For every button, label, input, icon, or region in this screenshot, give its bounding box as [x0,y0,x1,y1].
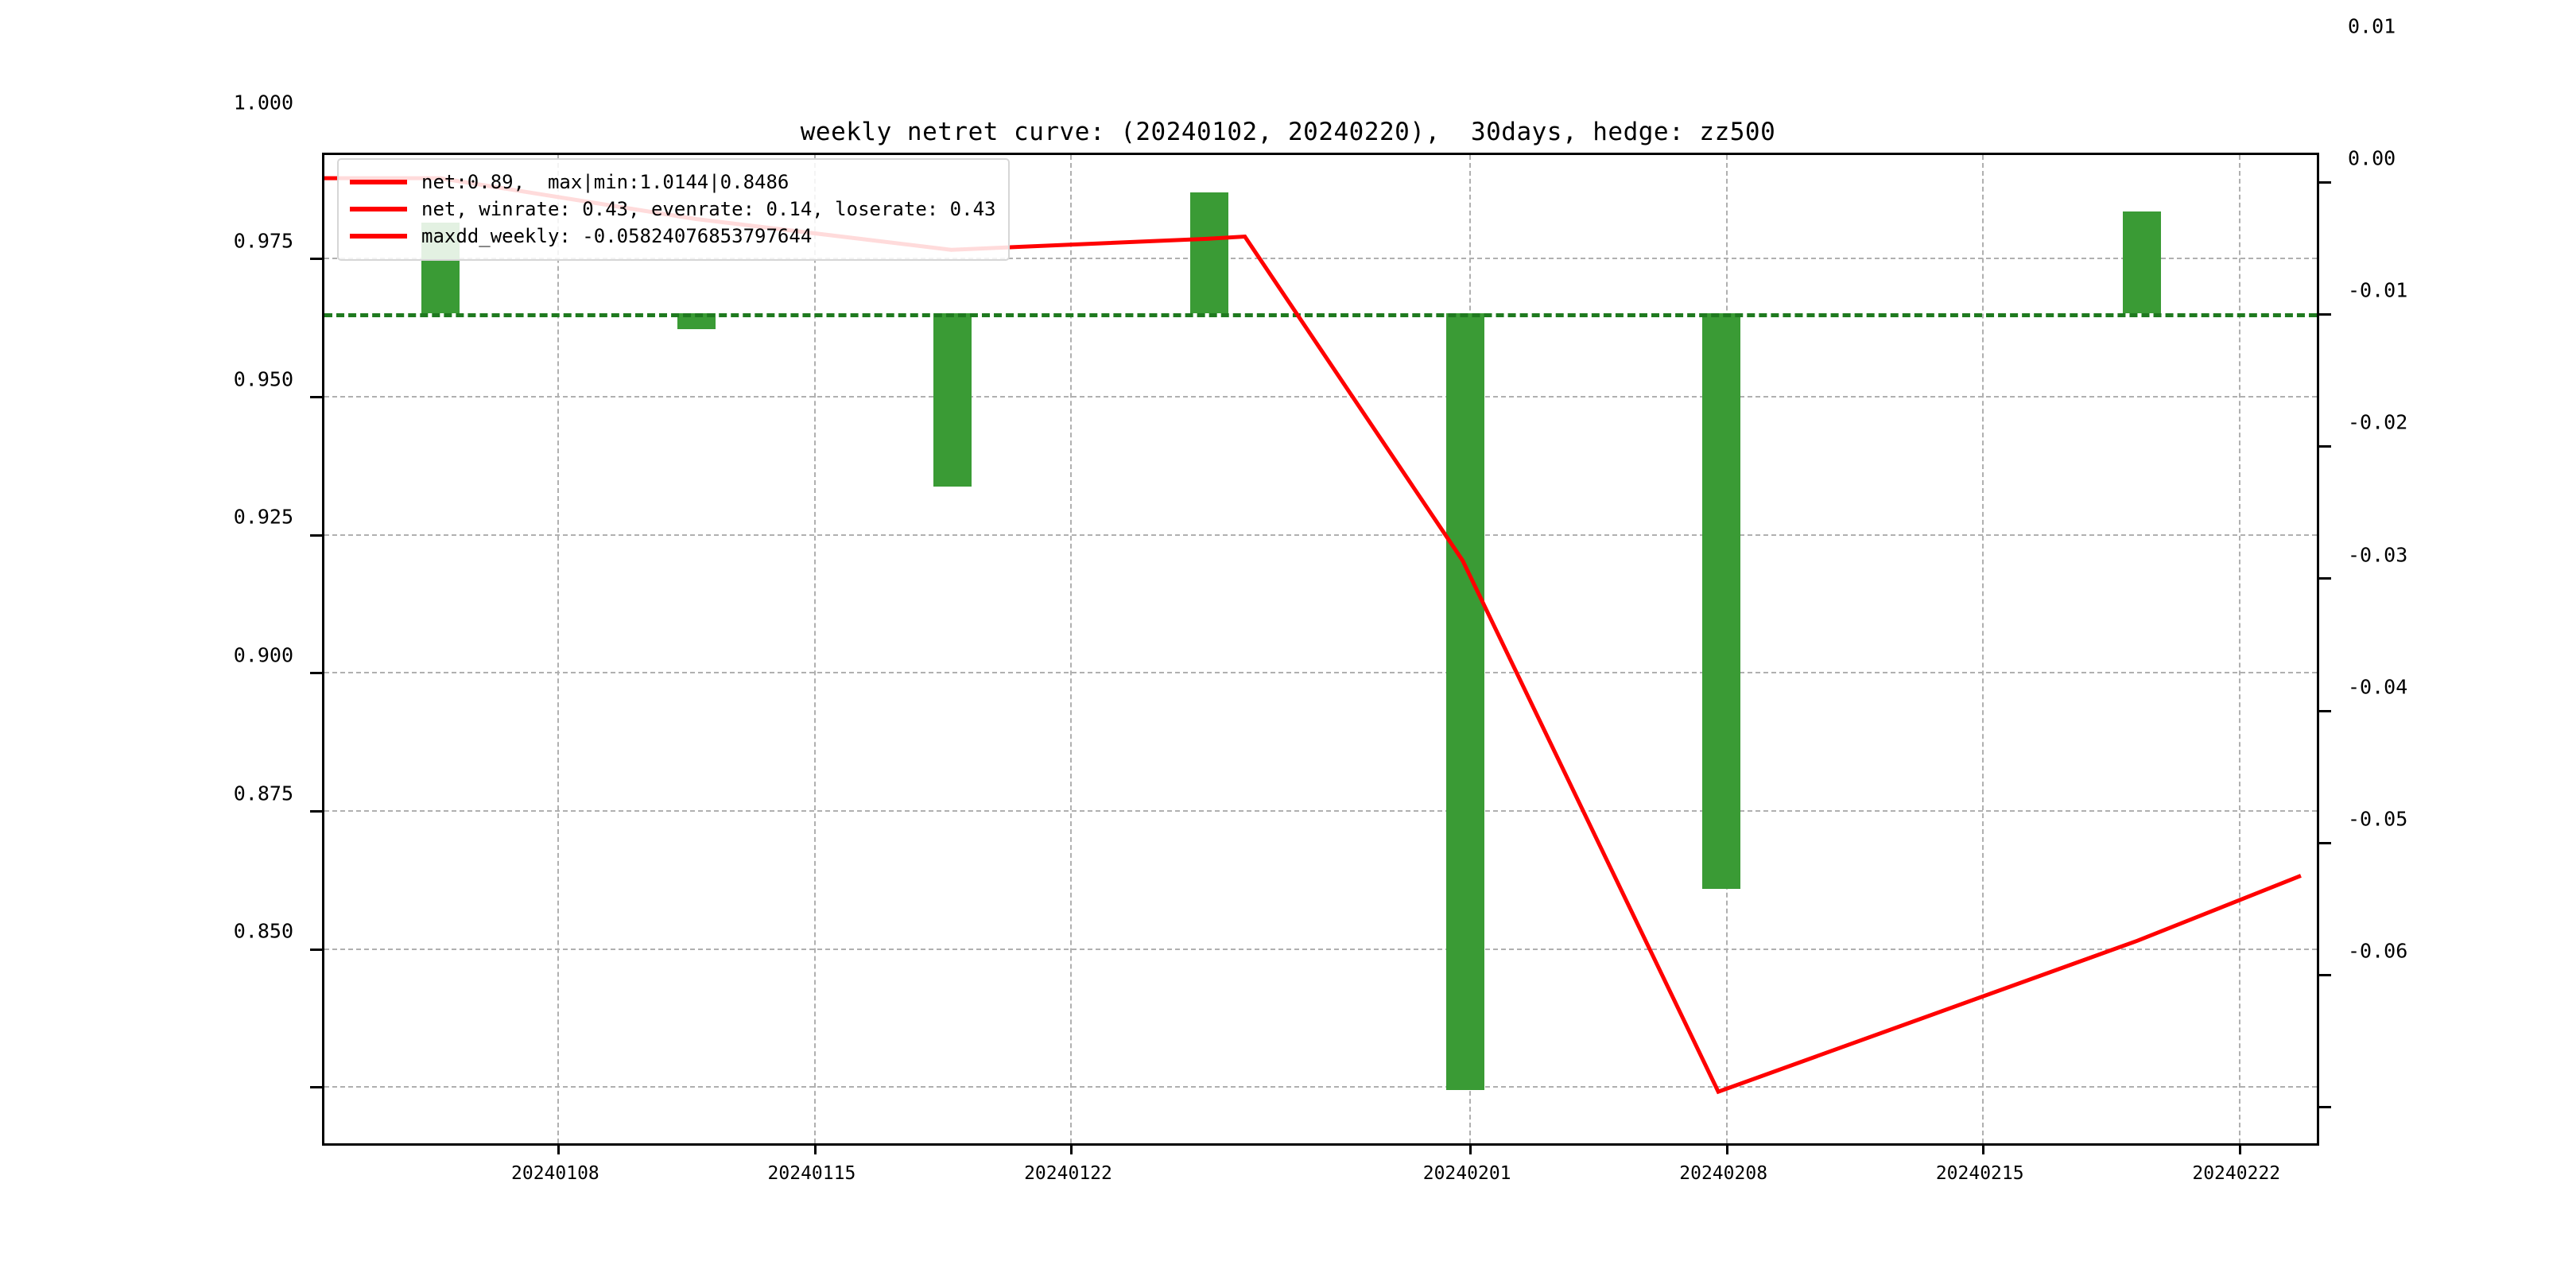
legend-item: net, winrate: 0.43, evenrate: 0.14, lose… [350,196,995,223]
x-axis: 20240108 20240115 20240122 20240201 20240208… [322,1146,2319,1193]
net-curve-line [324,178,2301,1092]
net-curve-svg [324,155,2317,1143]
y-tick-mark-right [2317,577,2331,580]
legend-item-label: net:0.89, max|min:1.0144|0.8486 [421,171,789,193]
y-tick-label-right: -0.06 [2348,939,2408,963]
gridline-horizontal [324,395,2317,398]
bar-20240126 [1189,192,1228,314]
y-tick-mark-right [2317,313,2331,316]
bar-20240119 [933,313,972,487]
gridline-vertical [1982,155,1984,1143]
x-tick-mark [1725,1143,1728,1154]
x-tick-label: 20240222 [2192,1163,2281,1184]
gridline-vertical [813,155,816,1143]
y-tick-label-left: 0.850 [233,919,293,943]
legend-item: maxdd_weekly: -0.05824076853797644 [350,223,995,250]
y-tick-label-right: 0.00 [2348,146,2396,170]
x-tick-label: 20240208 [1679,1163,1768,1184]
legend-item-label: net, winrate: 0.43, evenrate: 0.14, lose… [421,198,996,220]
gridline-vertical [2238,155,2240,1143]
gridline-horizontal [324,1086,2317,1088]
gridline-horizontal [324,258,2317,260]
x-tick-mark [813,1143,817,1154]
legend: net:0.89, max|min:1.0144|0.8486 net, win… [337,158,1011,261]
x-tick-mark [557,1143,561,1154]
y-tick-mark-left [310,948,324,951]
y-tick-mark-right [2317,181,2331,184]
y-tick-label-left: 0.925 [233,505,293,529]
x-tick-mark [1070,1143,1073,1154]
x-tick-mark [1982,1143,1985,1154]
y-tick-label-right: -0.03 [2348,543,2408,567]
y-tick-label-right: -0.01 [2348,278,2408,302]
page-title: weekly netret curve: (20240102, 20240220… [800,118,1776,146]
bar-20240208 [1702,313,1741,890]
y-tick-mark-left [310,809,324,813]
gridline-vertical [557,155,560,1143]
gridline-horizontal [324,672,2317,674]
y-tick-mark-left [310,395,324,398]
x-tick-mark [1469,1143,1472,1154]
y-tick-label-right: 0.01 [2348,14,2396,38]
gridline-vertical [1070,155,1073,1143]
bar-20240220 [2122,211,2161,314]
y-tick-mark-left [310,1086,324,1089]
zero-reference-line [324,313,2317,318]
legend-item: net:0.89, max|min:1.0144|0.8486 [350,169,995,196]
gridline-horizontal [324,809,2317,812]
legend-line-swatch-icon [350,207,407,211]
x-tick-label: 20240115 [767,1163,856,1184]
y-tick-label-left: 1.000 [233,91,293,114]
legend-line-swatch-icon [350,234,407,239]
y-tick-mark-right [2317,445,2331,448]
y-tick-mark-right [2317,1105,2331,1108]
gridline-horizontal [324,948,2317,950]
y-tick-label-right: -0.04 [2348,675,2408,699]
legend-line-swatch-icon [350,180,407,184]
y-tick-mark-left [310,672,324,675]
y-tick-mark-right [2317,709,2331,712]
bar-20240202 [1446,313,1485,1090]
y-tick-label-right: -0.05 [2348,807,2408,831]
y-tick-label-left: 0.900 [233,643,293,667]
legend-item-label: maxdd_weekly: -0.05824076853797644 [421,225,813,247]
y-tick-mark-right [2317,841,2331,844]
y-tick-label-right: -0.02 [2348,410,2408,434]
y-tick-label-left: 0.875 [233,782,293,805]
gridline-horizontal [324,533,2317,536]
x-tick-label: 20240215 [1935,1163,2024,1184]
y-tick-label-left: 0.975 [233,229,293,253]
y-tick-label-left: 0.950 [233,367,293,391]
x-tick-label: 20240108 [511,1163,599,1184]
x-tick-label: 20240201 [1422,1163,1511,1184]
plot-inner [324,155,2317,1143]
x-tick-mark [2238,1143,2241,1154]
plot-area [310,153,2331,1154]
y-tick-mark-left [310,258,324,261]
y-tick-mark-right [2317,973,2331,976]
x-tick-label: 20240122 [1024,1163,1112,1184]
y-tick-mark-left [310,533,324,537]
